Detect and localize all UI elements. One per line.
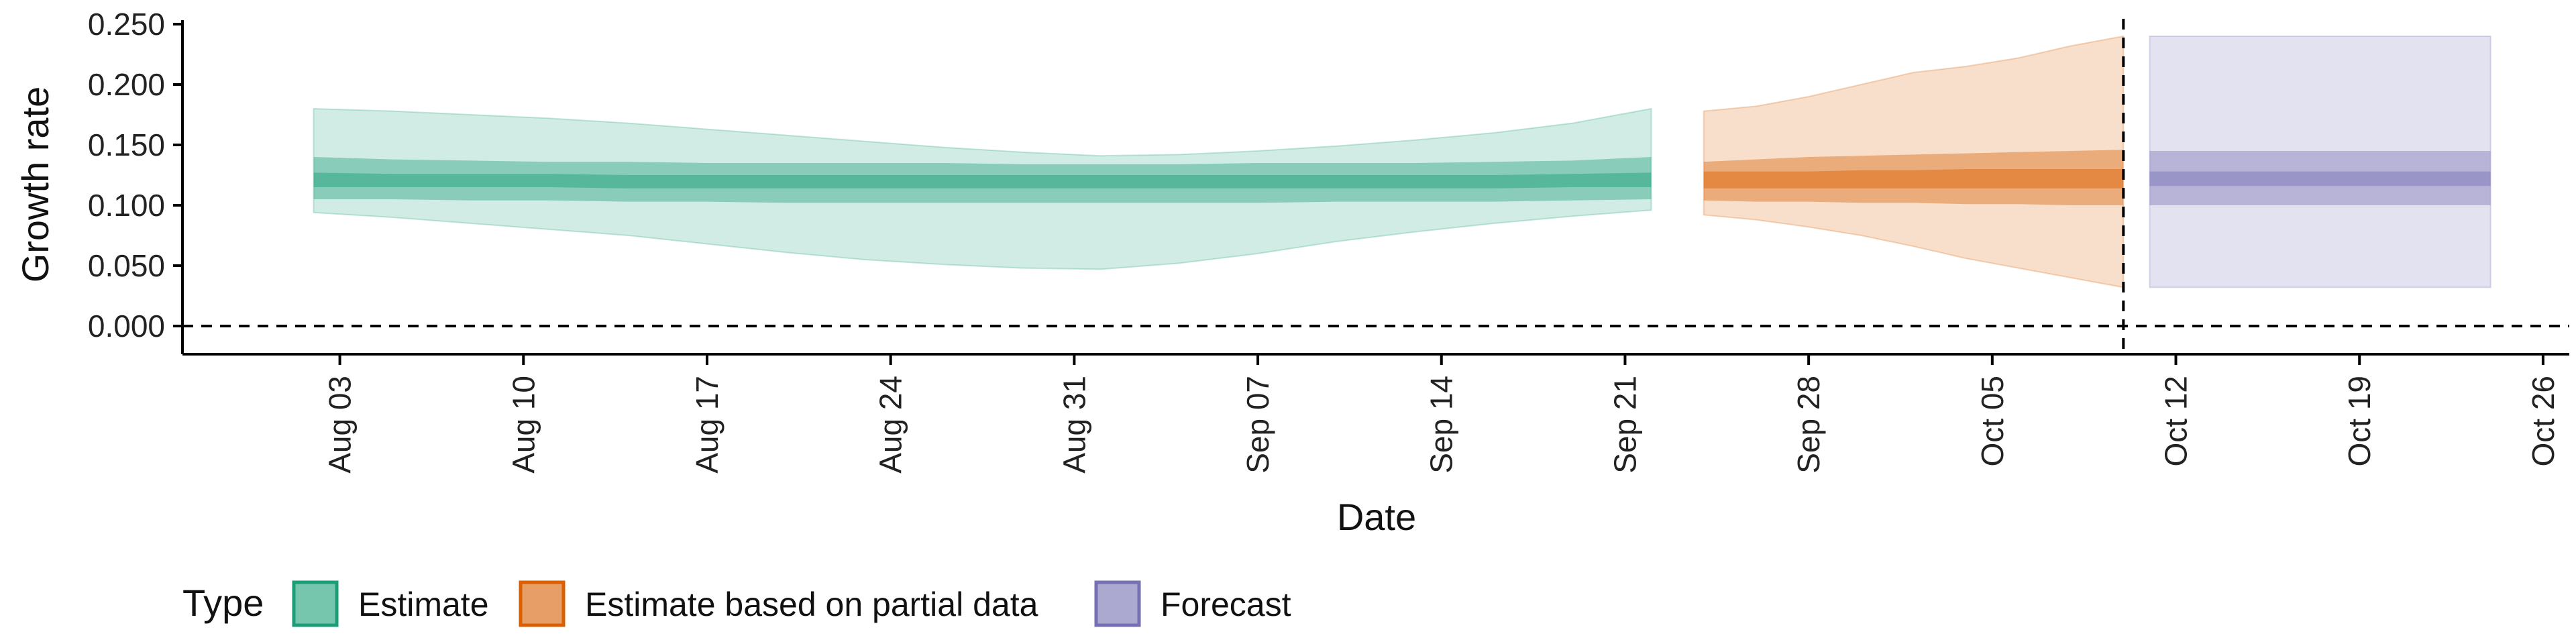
x-tick-label: Aug 31 — [1057, 376, 1091, 474]
y-axis-title: Growth rate — [14, 87, 56, 283]
ribbon-0-ci90 — [313, 107, 1652, 270]
x-tick-label: Aug 17 — [690, 376, 724, 474]
legend-entries: Estimate Estimate based on partial data Fo… — [292, 580, 1291, 627]
ribbon-2-ci50 — [2149, 151, 2491, 205]
x-axis-title: Date — [1337, 496, 1416, 538]
x-tick-label: Aug 24 — [873, 376, 908, 474]
ribbon-2-ci20 — [2149, 171, 2491, 186]
legend-label-1: Estimate based on partial data — [585, 586, 1038, 623]
ribbon-layer — [313, 35, 2491, 288]
legend-label-2: Forecast — [1161, 586, 1291, 623]
legend-title: Type — [182, 582, 264, 624]
y-tick-label: 0.000 — [88, 309, 165, 343]
ribbon-2-ci90 — [2149, 36, 2491, 288]
x-tick-label: Aug 10 — [506, 376, 541, 474]
x-tick-label: Oct 19 — [2342, 376, 2377, 467]
ribbon-0-ci50 — [313, 157, 1652, 203]
x-tick-label: Sep 28 — [1791, 376, 1826, 474]
legend-swatch-2 — [1094, 580, 1141, 627]
x-tick-label: Oct 05 — [1975, 376, 2010, 467]
legend-label-0: Estimate — [358, 586, 489, 623]
ribbon-0-ci20 — [313, 172, 1652, 189]
ribbon-1-ci50 — [1703, 150, 2124, 205]
ribbon-1-ci20 — [1703, 169, 2124, 189]
x-tick-label: Sep 14 — [1424, 376, 1459, 474]
legend-swatch-0 — [292, 580, 339, 627]
y-tick-label: 0.150 — [88, 127, 165, 162]
y-tick-label: 0.200 — [88, 67, 165, 102]
legend: Type Estimate Estimate based on partial d… — [182, 580, 1291, 627]
x-tick-label: Sep 07 — [1240, 376, 1275, 474]
y-tick-label: 0.100 — [88, 188, 165, 223]
y-tick-label: 0.050 — [88, 248, 165, 283]
legend-swatch-1 — [519, 580, 566, 627]
x-tick-label: Aug 03 — [323, 376, 358, 474]
x-tick-label: Oct 12 — [2159, 376, 2194, 467]
y-tick-label: 0.250 — [88, 7, 165, 42]
x-tick-label: Sep 21 — [1607, 376, 1642, 474]
axes-layer: 0.000 0.050 0.100 0.150 0.200 0.250 Aug 03 Aug … — [88, 7, 2569, 474]
x-tick-label: Oct 26 — [2526, 376, 2561, 467]
